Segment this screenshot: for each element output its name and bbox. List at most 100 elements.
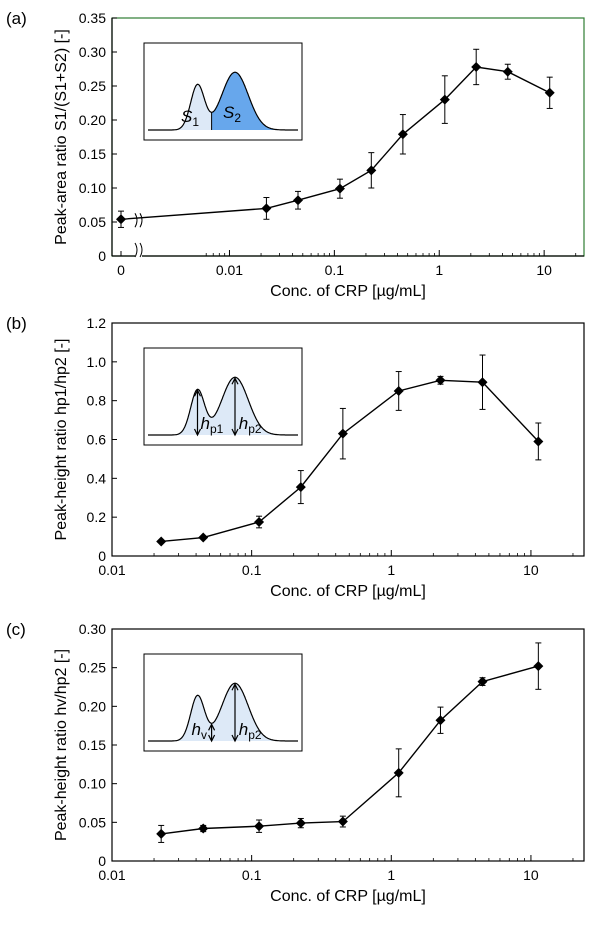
x-tick-label: 1 [435, 262, 443, 278]
inset-label-2: hp2 [239, 720, 262, 742]
y-tick-label: 0.20 [79, 698, 106, 714]
data-point [533, 436, 544, 447]
inset-label-1: hp1 [201, 414, 224, 436]
y-tick-label: 0.25 [79, 78, 106, 94]
inset-schematic: hv hp2 [143, 653, 303, 752]
y-tick-label: 0 [98, 853, 106, 869]
data-point [295, 482, 306, 493]
y-tick-label: 0.05 [79, 814, 106, 830]
x-tick-label: 1 [387, 867, 395, 883]
data-point [471, 61, 482, 72]
y-tick-label: 0.6 [87, 432, 107, 448]
valley-height-arrow-head-down [208, 734, 216, 743]
peak2-height-arrow-head-up [231, 682, 239, 691]
data-point [477, 377, 488, 388]
peak2-height-arrow-head-down [231, 734, 239, 743]
series-line [120, 66, 551, 220]
y-tick-label: 0.05 [79, 214, 106, 230]
y-tick-label: 0.30 [79, 44, 106, 60]
chart-panel-2: 0 0.2 0.4 0.6 0.8 1.0 1.2 0.01 0.1 1 10 (b) Conc. of… [6, 314, 585, 600]
inset-label-2: S2 [223, 103, 241, 125]
axis-break-upper-line1 [134, 213, 138, 228]
y-tick-label: 0.25 [79, 660, 106, 676]
x-tick-label: 1 [387, 562, 395, 578]
peak2-area [211, 72, 286, 130]
inset-label-2: hp2 [239, 414, 262, 436]
data-point [156, 536, 167, 547]
x-tick-label: 10 [523, 867, 539, 883]
peak-curve [148, 682, 298, 742]
y-tick-label: 0.10 [79, 776, 106, 792]
x-axis-label: Conc. of CRP [µg/mL] [270, 283, 426, 300]
data-point [156, 828, 167, 839]
peak2-height-arrow-head-up [231, 376, 239, 385]
data-point [439, 94, 450, 105]
data-point [502, 66, 513, 77]
x-tick-label: 10 [523, 562, 539, 578]
x-tick-label: 0.01 [98, 867, 125, 883]
x-tick-label: 0.1 [242, 867, 262, 883]
inset-schematic: S1 S2 [143, 42, 303, 141]
data-point [116, 214, 126, 225]
y-tick-label: 0.30 [79, 621, 106, 637]
x-tick-label: 0.01 [216, 262, 243, 278]
data-point [254, 517, 265, 528]
data-point [393, 385, 404, 396]
y-tick-label: 0 [98, 548, 106, 564]
axis-break-lower-line1 [134, 242, 138, 258]
y-tick-label: 0.2 [87, 509, 107, 525]
data-point [366, 165, 377, 176]
data-point [477, 676, 488, 687]
valley-height-arrow-head-up [208, 722, 216, 731]
data-point [261, 203, 272, 214]
data-point [533, 661, 544, 672]
data-point [393, 767, 404, 778]
inset-label-1: hv [192, 720, 207, 742]
x-tick-label: 0.1 [242, 562, 262, 578]
inset-schematic: hp1 hp2 [143, 347, 303, 446]
peak1-height-arrow-head-up [193, 388, 202, 397]
panel-label: (c) [6, 620, 26, 639]
y-tick-label: 1.2 [87, 315, 107, 331]
y-tick-label: 0.4 [87, 470, 107, 486]
axis-break-lower-mask [135, 242, 142, 258]
axis-break-upper-line2 [139, 213, 143, 228]
data-point [435, 375, 446, 386]
axis-break-lower-line2 [139, 242, 143, 258]
panel-label: (a) [6, 9, 27, 28]
y-axis-label: Peak-area ratio S1/(S1+S2) [-] [53, 29, 70, 245]
y-tick-label: 0.10 [79, 180, 106, 196]
peak-curve [148, 376, 298, 436]
x-axis-label: Conc. of CRP [µg/mL] [270, 888, 426, 905]
data-point [254, 821, 265, 832]
y-tick-label: 0.15 [79, 737, 106, 753]
chart-panel-1: 0 0.05 0.10 0.15 0.20 0.25 0.30 0.35 0 0.01 0.1 1 10… [6, 9, 585, 300]
y-tick-label: 0.8 [87, 393, 107, 409]
peak1-area [166, 84, 212, 130]
data-point [544, 87, 555, 98]
x-tick-label: 0 [117, 262, 125, 278]
axis-break-upper-mask [135, 212, 142, 229]
x-axis-label: Conc. of CRP [µg/mL] [270, 583, 426, 600]
peak2-height-arrow-head-down [231, 428, 239, 437]
data-point [292, 195, 303, 206]
chart-panel-3: 0 0.05 0.10 0.15 0.20 0.25 0.30 0.01 0.1 1 10 (c) Co… [6, 620, 585, 905]
peak-curve [148, 71, 298, 131]
y-tick-label: 1.0 [87, 354, 107, 370]
data-point [334, 183, 345, 194]
y-tick-label: 0.35 [79, 10, 106, 26]
inset-label-1: S1 [181, 107, 199, 129]
data-point [295, 818, 306, 829]
x-tick-label: 10 [536, 262, 552, 278]
data-point [337, 816, 348, 827]
data-point [397, 129, 408, 140]
y-tick-label: 0.15 [79, 146, 106, 162]
peak1-height-arrow-head-down [193, 428, 202, 437]
data-point [198, 532, 209, 543]
x-tick-label: 0.01 [98, 562, 125, 578]
data-point [435, 715, 446, 726]
panel-label: (b) [6, 314, 27, 333]
y-tick-label: 0 [98, 248, 106, 264]
data-point [198, 823, 209, 834]
